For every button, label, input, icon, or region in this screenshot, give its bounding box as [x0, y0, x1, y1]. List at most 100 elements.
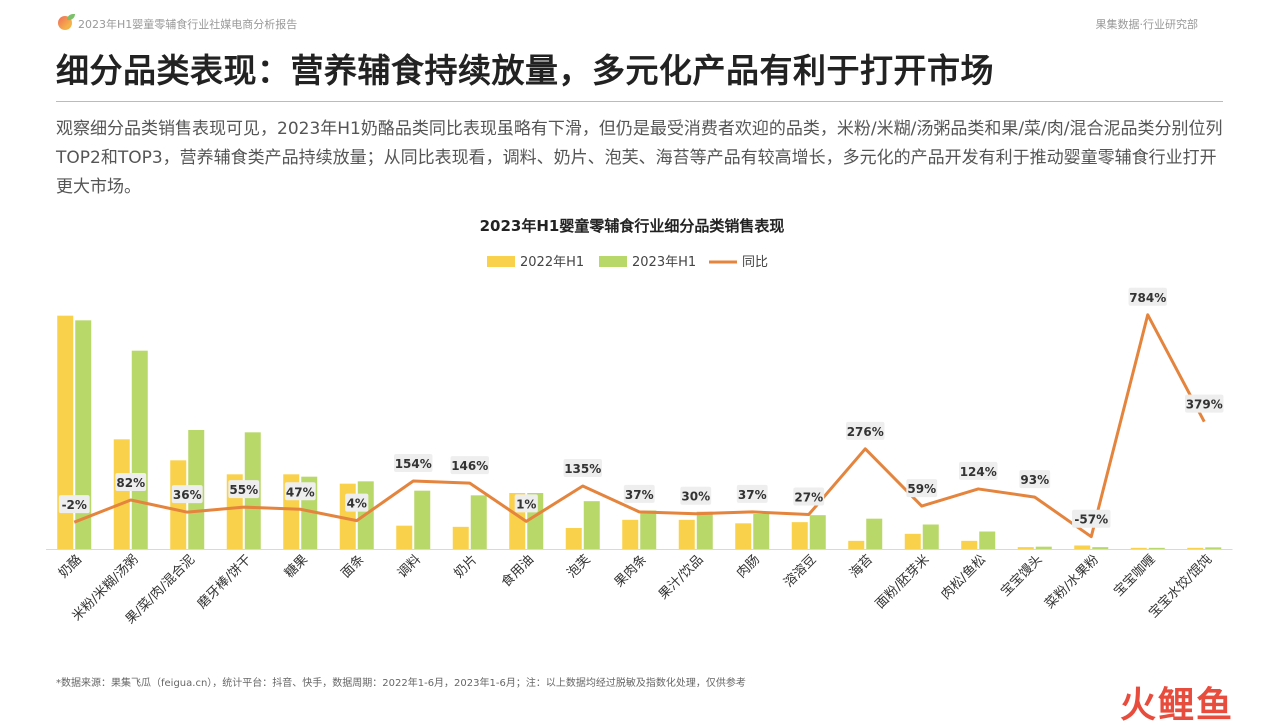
bar-2022 — [1017, 547, 1034, 549]
yoy-data-label: 124% — [960, 465, 997, 479]
yoy-data-label: -57% — [1074, 513, 1108, 527]
bar-2023 — [470, 495, 487, 549]
page-title: 细分品类表现：营养辅食持续放量，多元化产品有利于打开市场 — [56, 51, 994, 90]
yoy-data-label: 154% — [395, 457, 432, 471]
yoy-label-bg — [345, 493, 369, 512]
bar-2023 — [1035, 546, 1052, 549]
category-tick-label: 面粉/胚芽米 — [873, 552, 933, 612]
bar-2023 — [131, 350, 148, 549]
yoy-data-label: 93% — [1020, 473, 1049, 487]
category-tick-label: 面条 — [338, 552, 368, 582]
bar-2023 — [75, 320, 92, 549]
category-tick-label: 奶酪 — [55, 552, 85, 582]
bar-2023 — [866, 518, 883, 549]
bar-2023 — [809, 515, 826, 549]
chart-title: 2023年H1婴童零辅食行业细分品类销售表现 — [480, 217, 785, 235]
yoy-label-bg — [228, 480, 260, 499]
category-tick-label: 果肉条 — [611, 552, 650, 591]
yoy-data-label: 135% — [564, 462, 601, 476]
yoy-data-label: 1% — [516, 497, 536, 511]
yoy-data-label: 36% — [173, 488, 202, 502]
yoy-label-bg — [563, 459, 602, 478]
bar-2022 — [565, 528, 582, 549]
yoy-label-bg — [736, 484, 768, 503]
category-tick-label: 泡芙 — [565, 552, 594, 581]
category-tick-label: 奶片 — [452, 552, 481, 581]
logo-leaf-icon — [67, 14, 75, 20]
yoy-label-bg — [1072, 509, 1111, 528]
bar-2022 — [452, 526, 469, 549]
category-tick-label: 果汁/饮品 — [656, 552, 706, 602]
category-tick-label: 宝宝馒头 — [998, 552, 1045, 599]
bar-2022 — [1187, 547, 1204, 549]
yoy-data-label: 27% — [794, 491, 823, 505]
bar-2022 — [735, 523, 752, 549]
top-bar: 2023年H1婴童零辅食行业社媒电商分析报告 果集数据·行业研究部 — [58, 14, 1198, 34]
yoy-data-label: 276% — [847, 425, 884, 439]
yoy-label-bg — [793, 487, 825, 506]
legend-swatch-2023 — [599, 256, 627, 267]
legend-swatch-2022 — [487, 256, 515, 267]
category-tick-label: 肉松/鱼松 — [938, 552, 989, 603]
yoy-label-bg — [171, 485, 203, 504]
bar-2022 — [904, 533, 921, 549]
yoy-data-label: 47% — [286, 485, 315, 499]
bar-2023 — [640, 510, 657, 549]
yoy-data-label: 82% — [116, 476, 145, 490]
report-title: 2023年H1婴童零辅食行业社媒电商分析报告 — [78, 18, 298, 31]
category-tick-label: 磨牙棒/饼干 — [195, 552, 255, 612]
bar-2022 — [113, 439, 130, 549]
yoy-label-bg — [846, 421, 885, 440]
bar-2023 — [753, 514, 770, 549]
bar-2022 — [848, 540, 865, 549]
yoy-data-label: 30% — [681, 490, 710, 504]
category-tick-label: 海苔 — [847, 552, 876, 581]
yoy-label-bg — [1185, 394, 1224, 413]
category-tick-label: 宝宝咖喱 — [1111, 552, 1158, 599]
bar-2022 — [1074, 545, 1091, 549]
yoy-data-label: 146% — [451, 459, 488, 473]
bar-2023 — [1092, 547, 1109, 549]
yoy-label-bg — [1019, 470, 1051, 489]
bar-2022 — [57, 315, 74, 549]
yoy-label-bg — [1128, 287, 1167, 306]
body-paragraph: 观察细分品类销售表现可见，2023年H1奶酪品类同比表现虽略有下滑，但仍是最受消… — [56, 119, 1223, 197]
yoy-data-label: 55% — [229, 483, 258, 497]
title-divider — [56, 101, 1223, 102]
bar-2022 — [791, 522, 808, 549]
bar-2022 — [961, 540, 978, 549]
category-tick-label: 溶溶豆 — [781, 552, 819, 590]
yoy-data-label: 784% — [1129, 291, 1166, 305]
yoy-data-label: 4% — [347, 497, 367, 511]
yoy-data-label: 37% — [738, 488, 767, 502]
legend-label-yoy: 同比 — [742, 255, 768, 270]
bar-2022 — [678, 519, 695, 549]
yoy-line — [73, 313, 1206, 539]
yoy-data-label: 59% — [907, 482, 936, 496]
bar-2023 — [583, 501, 600, 549]
yoy-label-bg — [906, 479, 938, 498]
yoy-label-bg — [959, 461, 998, 480]
yoy-label-bg — [623, 484, 655, 503]
bar-2022 — [1130, 547, 1147, 549]
category-tick-label: 肉肠 — [734, 552, 763, 581]
bar-2022 — [622, 519, 639, 549]
bar-2023 — [1148, 547, 1165, 549]
category-tick-label: 调料 — [395, 552, 424, 581]
yoy-label-bg — [58, 495, 90, 514]
category-tick-label: 食用油 — [498, 552, 537, 591]
bar-2023 — [979, 531, 996, 549]
category-tick-label: 糖果 — [281, 552, 311, 582]
bar-2022 — [396, 525, 413, 549]
yoy-label-bg — [394, 454, 433, 473]
yoy-data-label: 37% — [625, 488, 654, 502]
yoy-label-bg — [450, 456, 489, 475]
brand-label: 果集数据·行业研究部 — [1095, 18, 1199, 31]
yoy-label-bg — [680, 486, 712, 505]
yoy-data-label: -2% — [62, 498, 87, 512]
bar-2023 — [696, 511, 713, 549]
yoy-data-label: 379% — [1186, 398, 1223, 412]
bar-2023 — [414, 490, 431, 549]
bar-2022 — [170, 460, 187, 549]
